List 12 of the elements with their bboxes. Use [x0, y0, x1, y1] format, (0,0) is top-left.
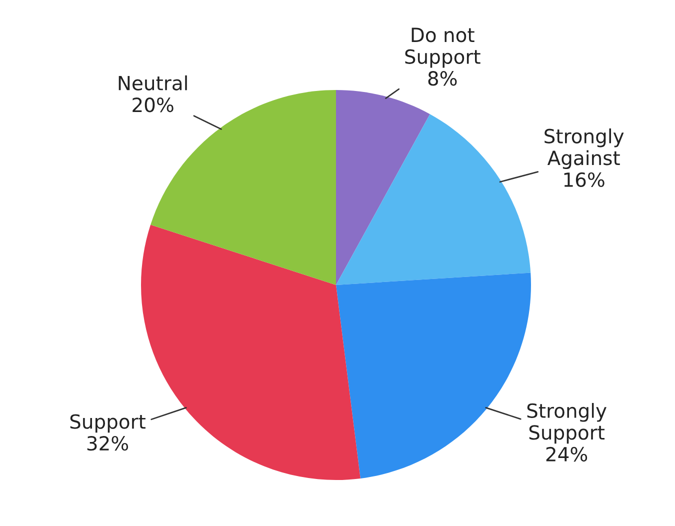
slice-label: Strongly Support: [527, 402, 606, 444]
pie-slice: [336, 90, 430, 285]
slice-label: Do not Support: [405, 28, 480, 68]
data-label: 32%: [87, 436, 128, 451]
slice-label: Support: [70, 414, 146, 433]
data-label: 20%: [132, 98, 174, 112]
pie-slice: [336, 114, 531, 285]
data-label: 24%: [546, 446, 588, 462]
slice-label: Neutral: [118, 75, 187, 90]
slice-label: Strongly Against: [544, 128, 624, 170]
data-label: 16%: [564, 172, 604, 188]
data-label: 8%: [428, 71, 457, 86]
